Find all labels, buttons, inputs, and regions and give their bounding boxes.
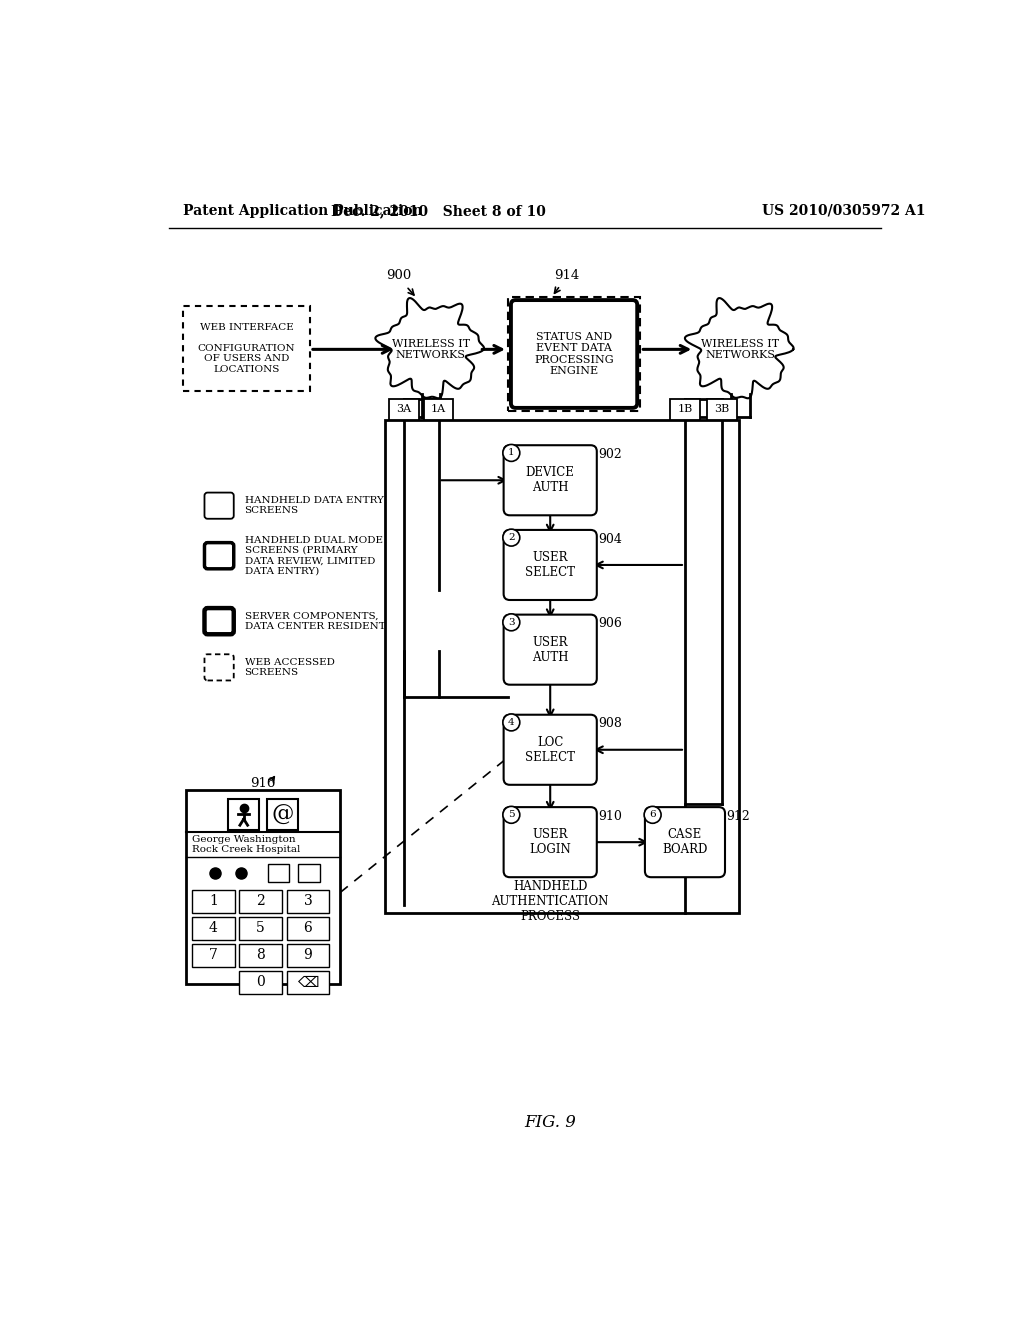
- FancyBboxPatch shape: [511, 300, 637, 408]
- Text: Dec. 2, 2010   Sheet 8 of 10: Dec. 2, 2010 Sheet 8 of 10: [331, 203, 546, 218]
- Text: 3: 3: [303, 895, 312, 908]
- Text: 9: 9: [303, 948, 312, 962]
- Text: HANDHELD
AUTHENTICATION
PROCESS: HANDHELD AUTHENTICATION PROCESS: [492, 880, 609, 923]
- Text: Patent Application Publication: Patent Application Publication: [183, 203, 423, 218]
- Circle shape: [503, 714, 520, 731]
- Bar: [287, 917, 330, 940]
- Bar: [240, 917, 282, 940]
- FancyBboxPatch shape: [504, 445, 597, 515]
- Text: STATUS AND
EVENT DATA
PROCESSING
ENGINE: STATUS AND EVENT DATA PROCESSING ENGINE: [535, 331, 614, 376]
- Text: USER
SELECT: USER SELECT: [525, 550, 575, 579]
- Text: 2: 2: [256, 895, 265, 908]
- Text: CASE
BOARD: CASE BOARD: [663, 828, 708, 857]
- Bar: [389, 399, 419, 420]
- Bar: [287, 970, 330, 994]
- Text: SERVER COMPONENTS,
DATA CENTER RESIDENT: SERVER COMPONENTS, DATA CENTER RESIDENT: [245, 611, 385, 631]
- Bar: [671, 399, 699, 420]
- FancyBboxPatch shape: [205, 655, 233, 681]
- Text: WIRELESS IT
NETWORKS: WIRELESS IT NETWORKS: [701, 338, 779, 360]
- FancyBboxPatch shape: [504, 529, 597, 601]
- Bar: [298, 863, 319, 882]
- FancyBboxPatch shape: [508, 297, 640, 411]
- Text: 3: 3: [508, 618, 515, 627]
- Text: 912: 912: [727, 810, 751, 822]
- Text: 4: 4: [508, 718, 515, 727]
- Circle shape: [503, 614, 520, 631]
- Text: 8: 8: [256, 948, 265, 962]
- Text: 2: 2: [508, 533, 515, 543]
- Text: 5: 5: [508, 810, 515, 820]
- Text: 4: 4: [209, 921, 218, 936]
- Text: ⌫: ⌫: [297, 974, 318, 990]
- FancyBboxPatch shape: [183, 306, 310, 391]
- Text: 900: 900: [386, 269, 412, 282]
- Text: 3B: 3B: [715, 404, 729, 414]
- Text: 0: 0: [256, 975, 265, 989]
- Text: @: @: [271, 804, 294, 825]
- FancyBboxPatch shape: [504, 615, 597, 685]
- Circle shape: [503, 807, 520, 824]
- Circle shape: [503, 529, 520, 546]
- FancyBboxPatch shape: [267, 799, 298, 830]
- Text: 916: 916: [250, 777, 275, 791]
- FancyBboxPatch shape: [228, 799, 259, 830]
- Polygon shape: [376, 298, 484, 399]
- Text: 6: 6: [649, 810, 656, 820]
- Text: 902: 902: [598, 447, 623, 461]
- Text: 910: 910: [598, 810, 623, 822]
- Text: 1: 1: [508, 449, 515, 458]
- Circle shape: [503, 445, 520, 462]
- Circle shape: [644, 807, 662, 824]
- Text: HANDHELD DATA ENTRY
SCREENS: HANDHELD DATA ENTRY SCREENS: [245, 496, 383, 515]
- Text: 1A: 1A: [431, 404, 446, 414]
- Polygon shape: [685, 298, 794, 399]
- Text: FIG. 9: FIG. 9: [524, 1114, 577, 1131]
- Bar: [240, 970, 282, 994]
- FancyBboxPatch shape: [205, 609, 233, 635]
- Bar: [424, 399, 454, 420]
- Text: 908: 908: [598, 718, 623, 730]
- Text: 3A: 3A: [396, 404, 412, 414]
- Text: HANDHELD DUAL MODE
SCREENS (PRIMARY
DATA REVIEW, LIMITED
DATA ENTRY): HANDHELD DUAL MODE SCREENS (PRIMARY DATA…: [245, 536, 383, 576]
- Text: WIRELESS IT
NETWORKS: WIRELESS IT NETWORKS: [392, 338, 470, 360]
- Bar: [287, 890, 330, 913]
- Text: 6: 6: [303, 921, 312, 936]
- Text: USER
AUTH: USER AUTH: [531, 636, 568, 664]
- Text: 904: 904: [598, 533, 623, 545]
- Text: 1B: 1B: [677, 404, 692, 414]
- Text: 906: 906: [598, 618, 623, 631]
- FancyBboxPatch shape: [205, 492, 233, 519]
- Text: DEVICE
AUTH: DEVICE AUTH: [525, 466, 574, 494]
- Text: USER
LOGIN: USER LOGIN: [529, 828, 571, 857]
- Bar: [240, 890, 282, 913]
- Text: WEB INTERFACE

CONFIGURATION
OF USERS AND
LOCATIONS: WEB INTERFACE CONFIGURATION OF USERS AND…: [198, 323, 295, 374]
- Bar: [385, 420, 739, 913]
- Text: US 2010/0305972 A1: US 2010/0305972 A1: [762, 203, 926, 218]
- Text: LOC
SELECT: LOC SELECT: [525, 735, 575, 764]
- Bar: [186, 789, 340, 983]
- Text: 5: 5: [256, 921, 265, 936]
- Bar: [240, 944, 282, 966]
- FancyBboxPatch shape: [205, 543, 233, 569]
- Text: George Washington
Rock Creek Hospital: George Washington Rock Creek Hospital: [193, 834, 300, 854]
- Bar: [267, 863, 289, 882]
- Text: WEB ACCESSED
SCREENS: WEB ACCESSED SCREENS: [245, 657, 335, 677]
- Bar: [193, 917, 234, 940]
- Text: 1: 1: [209, 895, 218, 908]
- Text: 914: 914: [554, 269, 579, 282]
- FancyBboxPatch shape: [504, 807, 597, 878]
- Bar: [708, 399, 736, 420]
- FancyBboxPatch shape: [645, 807, 725, 878]
- FancyBboxPatch shape: [504, 714, 597, 785]
- Bar: [193, 890, 234, 913]
- Bar: [193, 944, 234, 966]
- Bar: [287, 944, 330, 966]
- Text: 7: 7: [209, 948, 218, 962]
